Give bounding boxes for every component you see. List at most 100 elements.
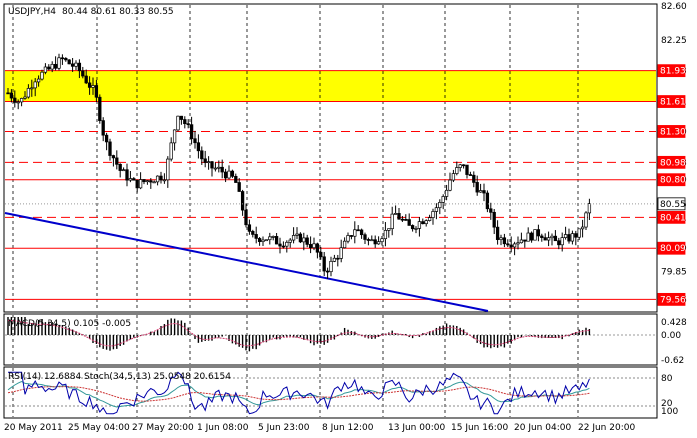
candle-body-13 <box>50 63 54 70</box>
time-label-2: 27 May 20:00 <box>132 423 194 433</box>
candles <box>6 53 592 279</box>
candle-body-119 <box>410 225 415 230</box>
candle-body-153 <box>526 232 530 242</box>
candle-body-89 <box>308 244 313 249</box>
candle-body-93 <box>322 256 326 272</box>
candle-body-124 <box>427 217 432 221</box>
candle-body-155 <box>533 229 537 241</box>
time-label-9: 22 Jun 20:00 <box>578 423 635 433</box>
candle-body-73 <box>254 234 258 239</box>
candle-body-106 <box>366 239 371 241</box>
candle-body-21 <box>77 62 82 72</box>
candle-body-164 <box>563 234 568 238</box>
candle-body-98 <box>339 247 343 259</box>
zone-fill <box>5 70 656 102</box>
macd-histogram <box>5 317 656 352</box>
candle-body-67 <box>234 175 238 183</box>
symbol-label: USDJPY,H4 <box>8 7 56 17</box>
candle-body-135 <box>465 164 469 175</box>
trendline[interactable] <box>4 212 489 312</box>
candle-body-83 <box>288 239 292 243</box>
candle-body-24 <box>87 82 92 88</box>
candle-body-143 <box>492 211 496 228</box>
time-label-8: 20 Jun 04:00 <box>514 423 571 433</box>
candle-body-139 <box>478 190 483 193</box>
candle-body-127 <box>438 202 442 209</box>
candle-body-36 <box>128 178 133 181</box>
candle-body-18 <box>67 59 71 65</box>
candle-body-118 <box>407 219 411 226</box>
candle-body-11 <box>43 66 48 73</box>
candle-body-33 <box>118 163 122 171</box>
candle-body-109 <box>376 241 381 245</box>
price-tag-6: 80.41 <box>660 213 686 223</box>
price-tag-8: 79.56 <box>660 295 686 305</box>
candle-body-20 <box>74 62 78 67</box>
candle-body-163 <box>560 237 564 246</box>
candle-body-72 <box>251 231 255 235</box>
candle-body-0 <box>6 92 10 95</box>
candle-body-144 <box>495 226 500 240</box>
time-label-3: 1 Jun 08:00 <box>197 423 249 433</box>
candle-body-14 <box>53 63 58 69</box>
candle-body-156 <box>536 229 541 237</box>
candle-body-115 <box>397 213 401 220</box>
price-tag-bg-5 <box>657 197 686 211</box>
candle-body-64 <box>223 171 228 179</box>
candle-body-79 <box>274 236 279 245</box>
rsi-pane-frame <box>3 366 658 419</box>
price-tick-1: 82.25 <box>661 36 687 46</box>
candle-body-70 <box>244 209 248 226</box>
candle-body-9 <box>36 78 41 83</box>
candle-body-32 <box>115 157 119 165</box>
price-tag-1: 81.61 <box>660 98 686 108</box>
candle-body-90 <box>312 243 316 249</box>
time-label-7: 15 Jun 16:00 <box>451 423 508 433</box>
day-separators <box>12 5 579 417</box>
candle-body-44 <box>155 175 160 183</box>
candle-body-148 <box>509 244 513 248</box>
rsi-label: RSI(14) 12.6884 Stoch(34,5,13) 25.0548 2… <box>8 372 231 382</box>
candle-body-134 <box>461 164 466 167</box>
candle-body-131 <box>451 173 456 181</box>
time-axis: 20 May 2011 25 May 04:00 27 May 20:00 1 Jun… <box>4 423 635 433</box>
candle-body-48 <box>169 142 173 160</box>
macd-label: MACD(5,34,5) 0.105 -0.005 <box>8 319 131 329</box>
time-label-0: 20 May 2011 <box>4 423 63 433</box>
candle-body-122 <box>421 221 425 225</box>
candle-body-31 <box>111 155 116 159</box>
price-tag-bg-0 <box>657 64 686 78</box>
candle-body-151 <box>519 239 524 244</box>
candle-body-81 <box>281 245 286 248</box>
candle-body-75 <box>261 239 265 242</box>
candle-body-28 <box>101 120 105 136</box>
candle-body-50 <box>176 115 180 131</box>
candle-body-91 <box>315 243 320 253</box>
candle-body-30 <box>108 141 112 156</box>
candle-body-86 <box>298 233 303 243</box>
candle-body-3 <box>16 101 20 104</box>
candle-body-146 <box>502 237 507 245</box>
candle-body-129 <box>444 189 449 197</box>
candle-body-77 <box>268 236 272 241</box>
macd-signal-line <box>8 320 590 347</box>
candle-body-68 <box>237 182 241 192</box>
candle-body-141 <box>485 192 490 210</box>
candle-body-63 <box>220 166 224 173</box>
time-label-6: 13 Jun 00:00 <box>388 423 445 433</box>
candle-body-2 <box>13 97 17 103</box>
price-tag-bg-2 <box>657 125 686 138</box>
candle-body-165 <box>567 234 571 242</box>
candle-body-27 <box>98 96 102 121</box>
candle-body-94 <box>325 270 330 273</box>
candle-body-137 <box>472 174 476 183</box>
rsi-line <box>8 371 590 415</box>
candle-body-80 <box>278 243 282 247</box>
candle-body-6 <box>26 88 31 98</box>
candle-body-132 <box>455 167 459 174</box>
price-tag-2: 81.30 <box>660 127 686 137</box>
candle-body-55 <box>193 138 197 144</box>
candle-body-170 <box>584 212 588 228</box>
